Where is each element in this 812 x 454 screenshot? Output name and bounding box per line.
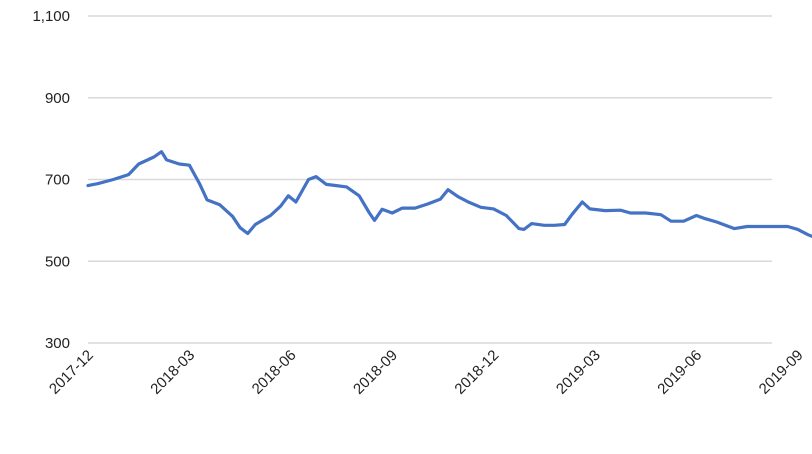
x-axis-tick-labels: 2017-12 2018-03 2018-06 2018-09 2018-12 2019-… [46,347,807,398]
x-tick-label: 2019-09 [756,347,807,398]
series-line [86,150,812,239]
y-tick-label: 1,100 [32,8,70,25]
series-group [86,150,812,239]
y-tick-label: 500 [45,253,70,270]
y-tick-label: 300 [45,335,70,352]
y-axis-tick-labels: 300 500 700 900 1,100 [32,8,70,352]
x-tick-label: 2018-09 [350,347,401,398]
gridlines [88,15,772,344]
x-tick-label: 2018-12 [451,347,502,398]
x-tick-label: 2019-06 [654,347,705,398]
x-tick-label: 2018-06 [249,347,300,398]
y-tick-label: 900 [45,90,70,107]
x-tick-label: 2018-03 [147,347,198,398]
x-tick-label: 2019-03 [553,347,604,398]
x-tick-label: 2017-12 [46,347,97,398]
y-tick-label: 700 [45,172,70,189]
